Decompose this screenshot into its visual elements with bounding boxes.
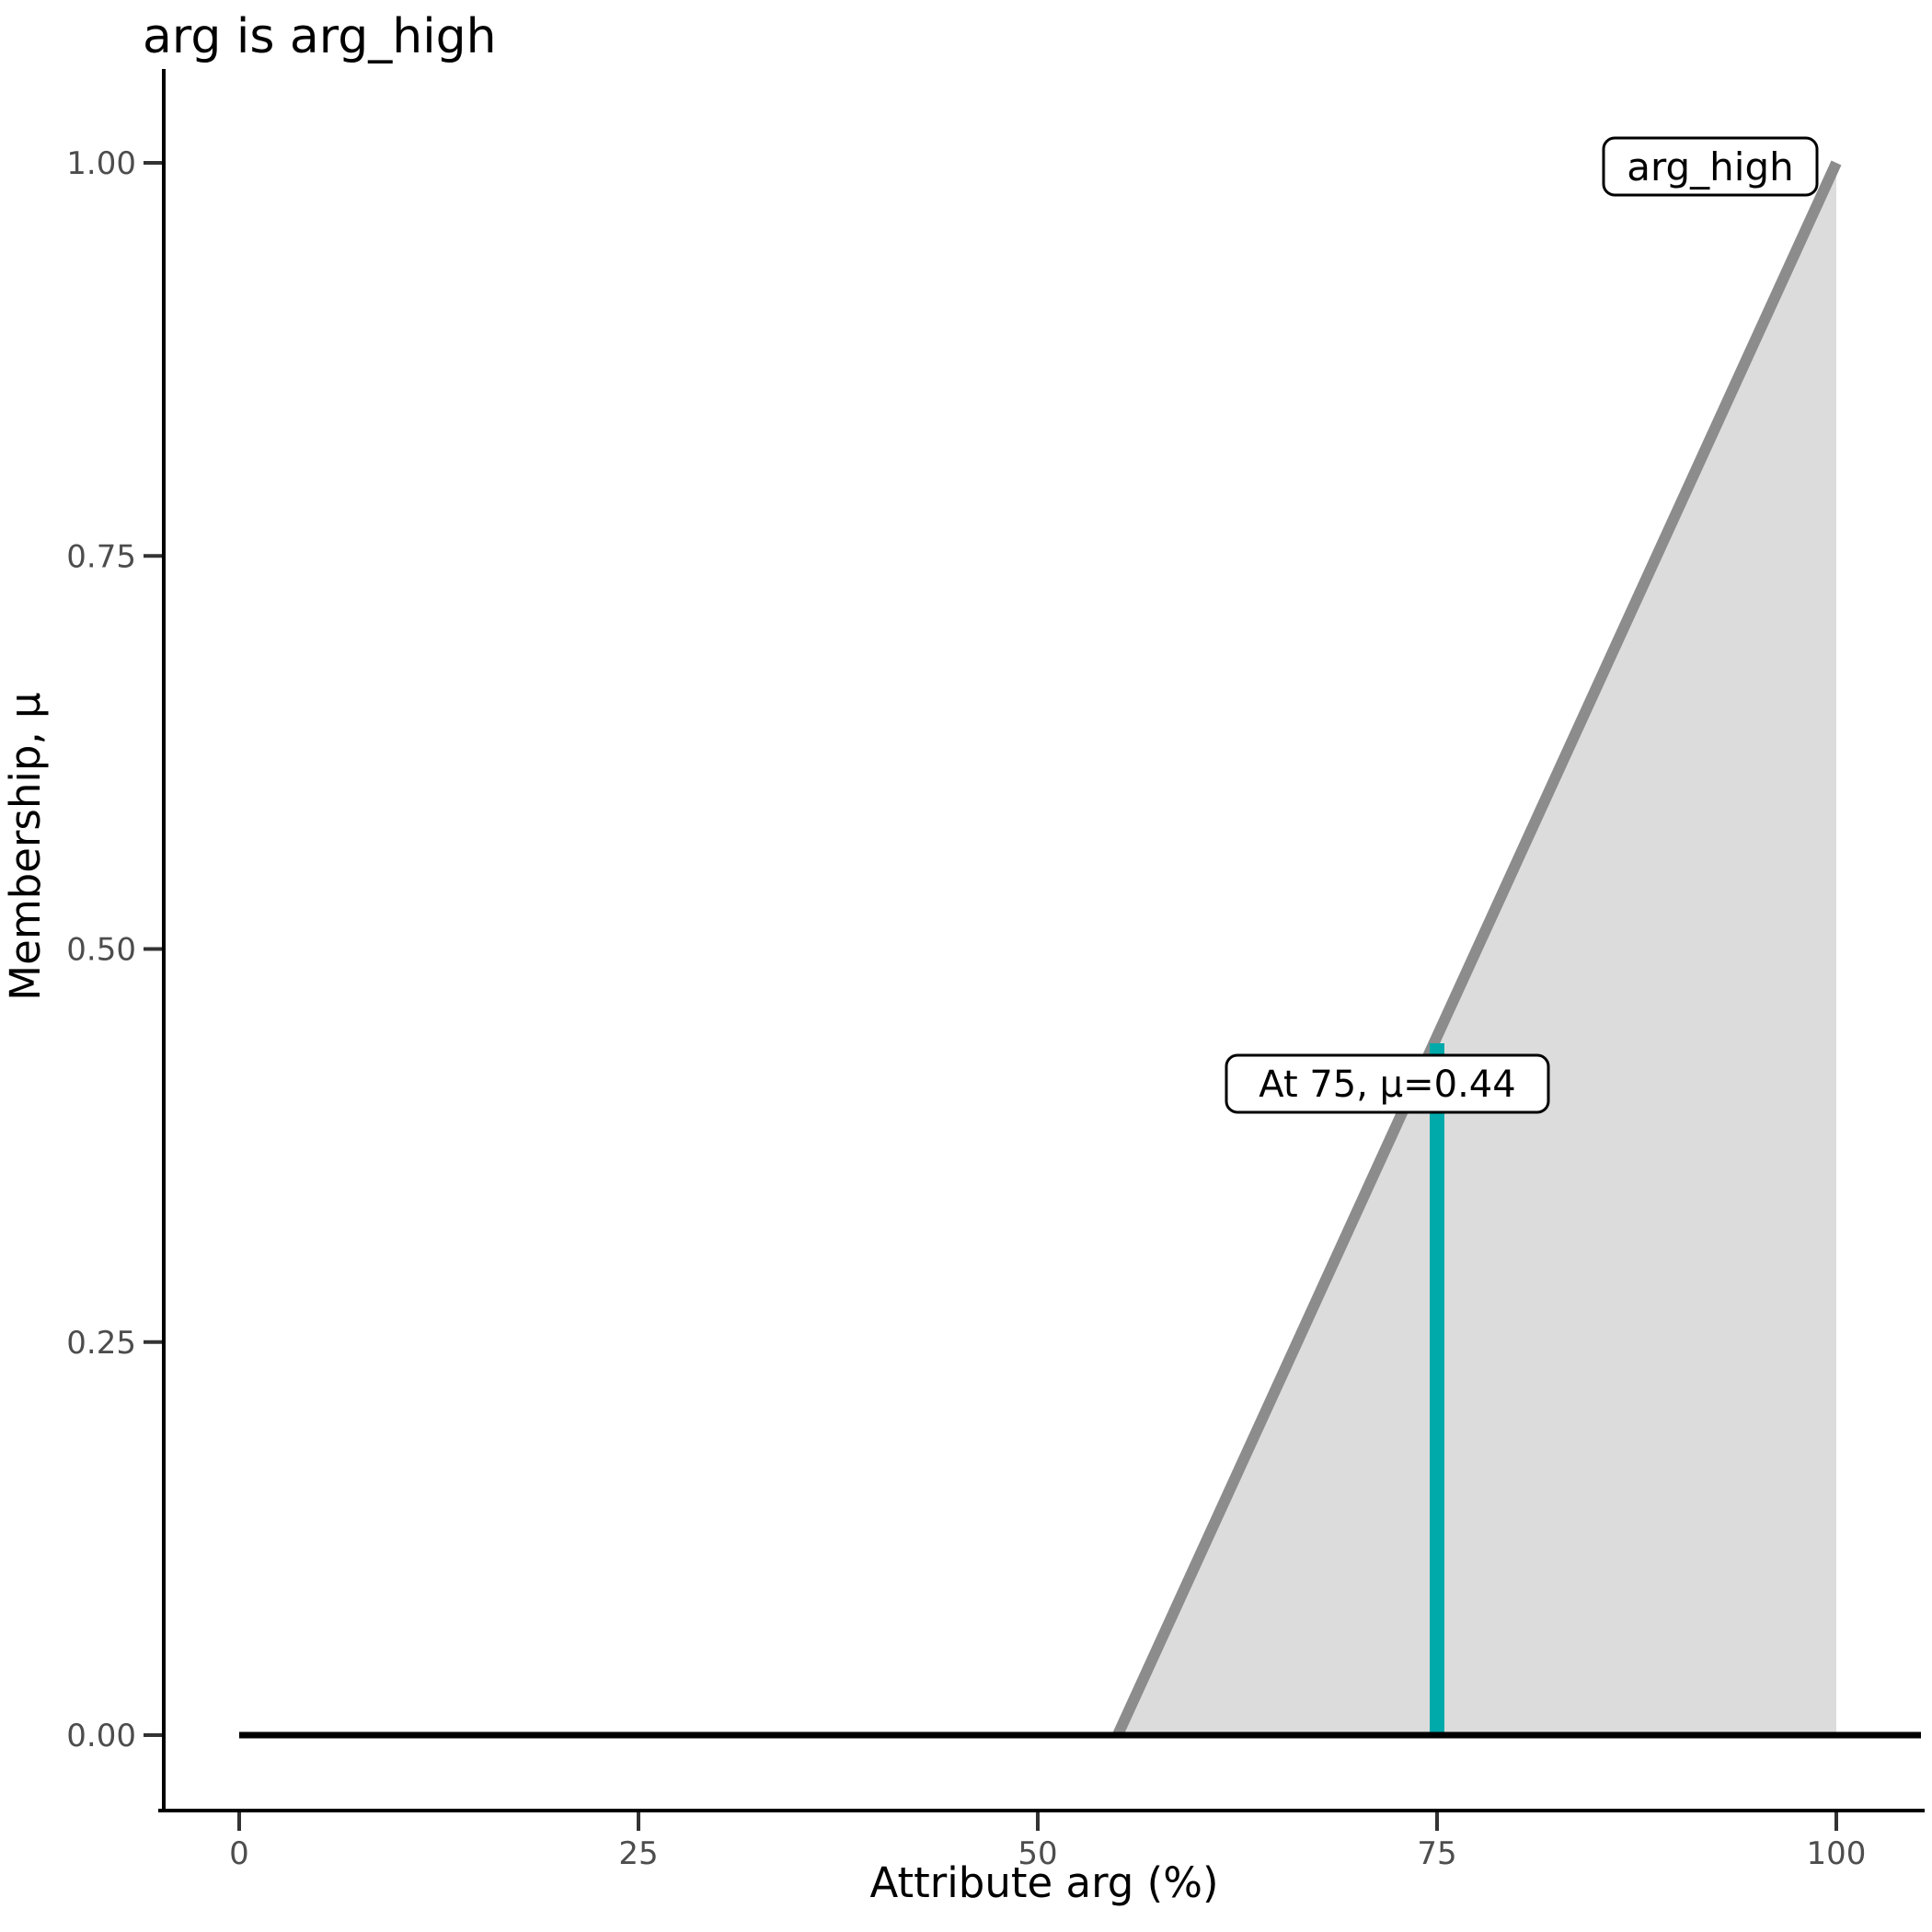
x-tick-label: 100 <box>1807 1835 1867 1872</box>
y-tick-label: 0.50 <box>66 932 136 969</box>
y-tick-label: 0.25 <box>66 1325 136 1362</box>
x-tick-label: 0 <box>229 1835 249 1872</box>
marker-annotation: At 75, μ=0.44 <box>1225 1053 1550 1114</box>
x-tick-label: 75 <box>1417 1835 1456 1872</box>
chart-title: arg is arg_high <box>143 9 497 64</box>
plot-layers: 0 25 50 75 100 0.00 0.25 0.50 0.75 1.00 <box>66 145 1921 1872</box>
x-axis-title: Attribute arg (%) <box>869 1858 1218 1907</box>
marker-annotation-box <box>1225 1053 1550 1114</box>
y-tick-label: 0.75 <box>66 538 136 575</box>
set-label-text: arg_high <box>1627 144 1794 190</box>
y-axis-title: Membership, μ <box>1 692 50 1000</box>
marker-annotation-text: At 75, μ=0.44 <box>1259 1064 1515 1106</box>
y-tick-label: 0.00 <box>66 1718 136 1754</box>
x-tick-label: 25 <box>618 1835 658 1872</box>
set-label-annotation: arg_high <box>1602 136 1819 197</box>
y-tick-label: 1.00 <box>66 145 136 182</box>
set-label-box <box>1602 136 1819 197</box>
membership-line <box>1112 160 1842 1738</box>
x-tick-label: 50 <box>1018 1835 1057 1872</box>
